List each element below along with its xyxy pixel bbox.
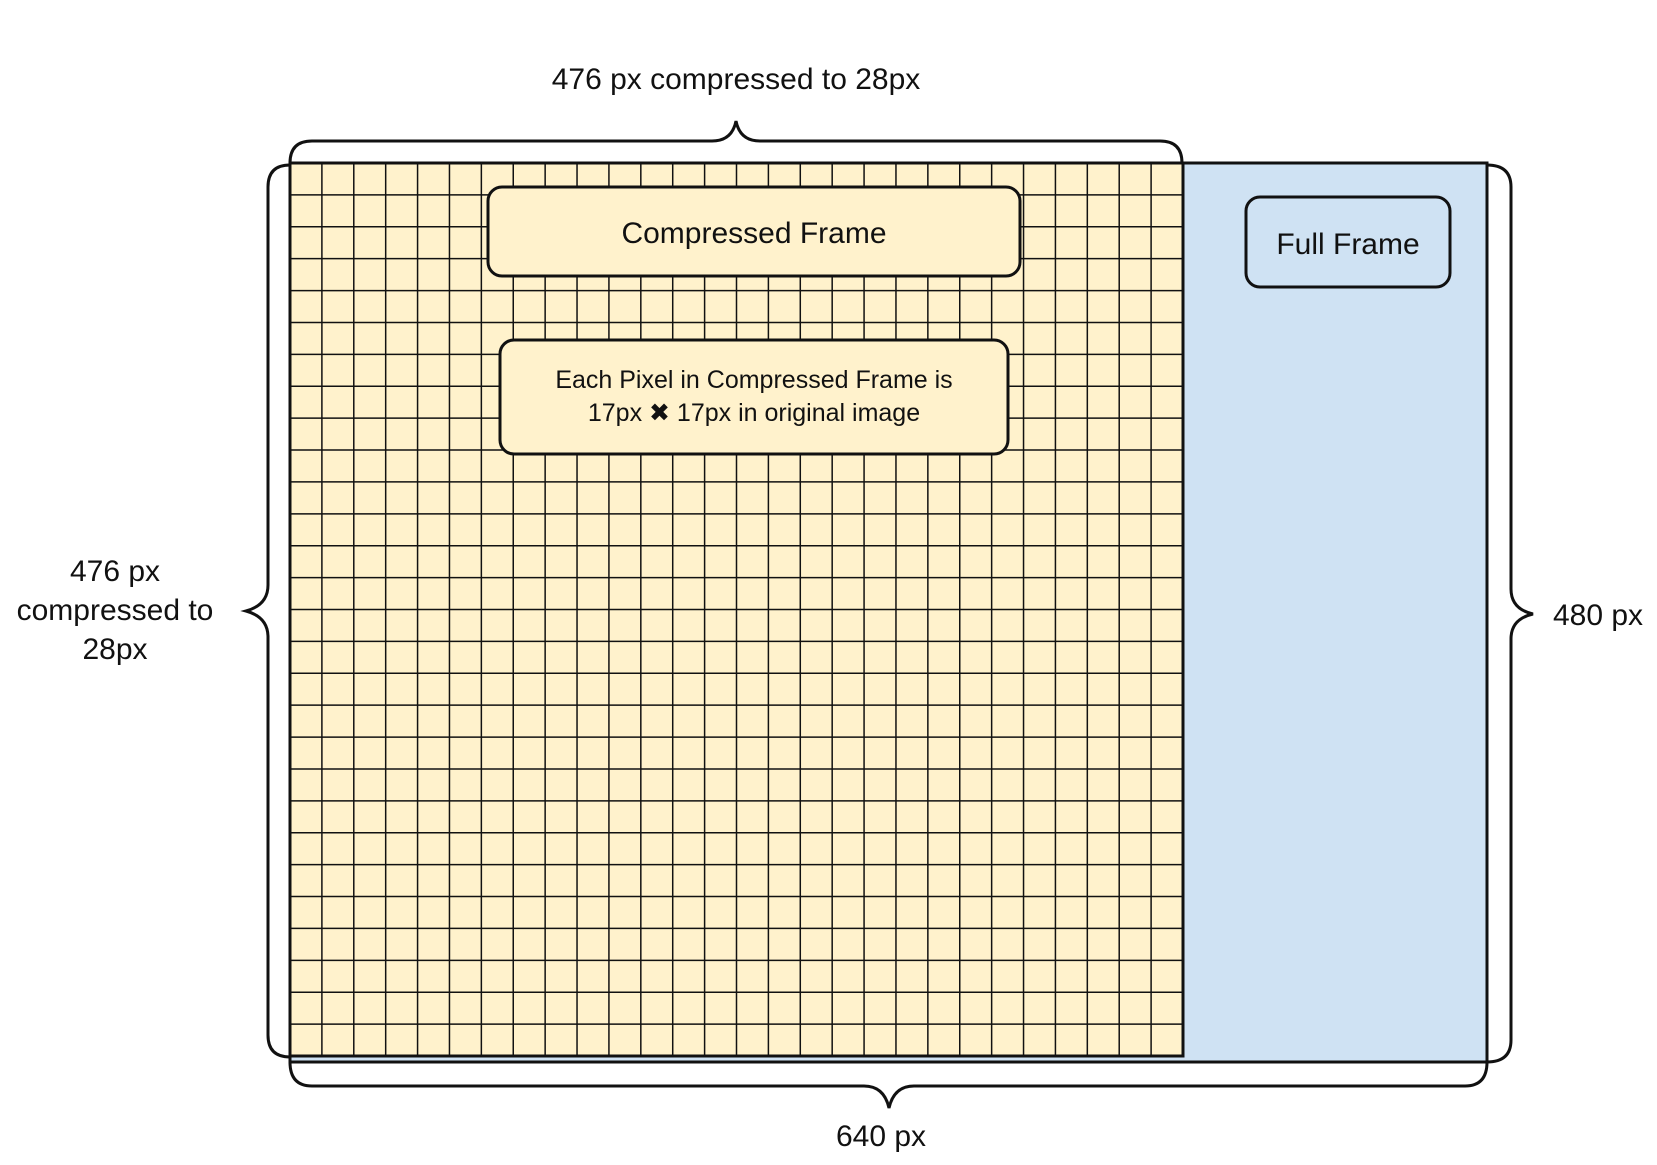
left-dimension-label-line1: 476 px <box>70 555 160 588</box>
compressed-grid <box>290 163 1183 1056</box>
pixel-note-line2: 17px ✖ 17px in original image <box>588 399 920 427</box>
pixel-note-box: Each Pixel in Compressed Frame is 17px ✖… <box>498 338 1010 456</box>
bottom-brace <box>288 1061 1489 1109</box>
left-brace <box>240 163 291 1059</box>
left-dimension-label-line3: 28px <box>82 633 147 666</box>
right-dimension-label: 480 px <box>1553 599 1643 632</box>
top-dimension-label: 476 px compressed to 28px <box>552 63 921 96</box>
pixel-note-line1: Each Pixel in Compressed Frame is <box>555 366 952 394</box>
full-frame-box: Full Frame <box>1244 195 1452 289</box>
compressed-frame-box: Compressed Frame <box>486 185 1022 278</box>
bottom-dimension-label: 640 px <box>836 1120 926 1153</box>
right-brace <box>1486 163 1534 1064</box>
full-frame-label: Full Frame <box>1276 228 1419 261</box>
left-dimension-label-line2: compressed to <box>17 594 214 627</box>
compressed-frame-label: Compressed Frame <box>621 217 886 250</box>
top-brace <box>288 120 1184 164</box>
